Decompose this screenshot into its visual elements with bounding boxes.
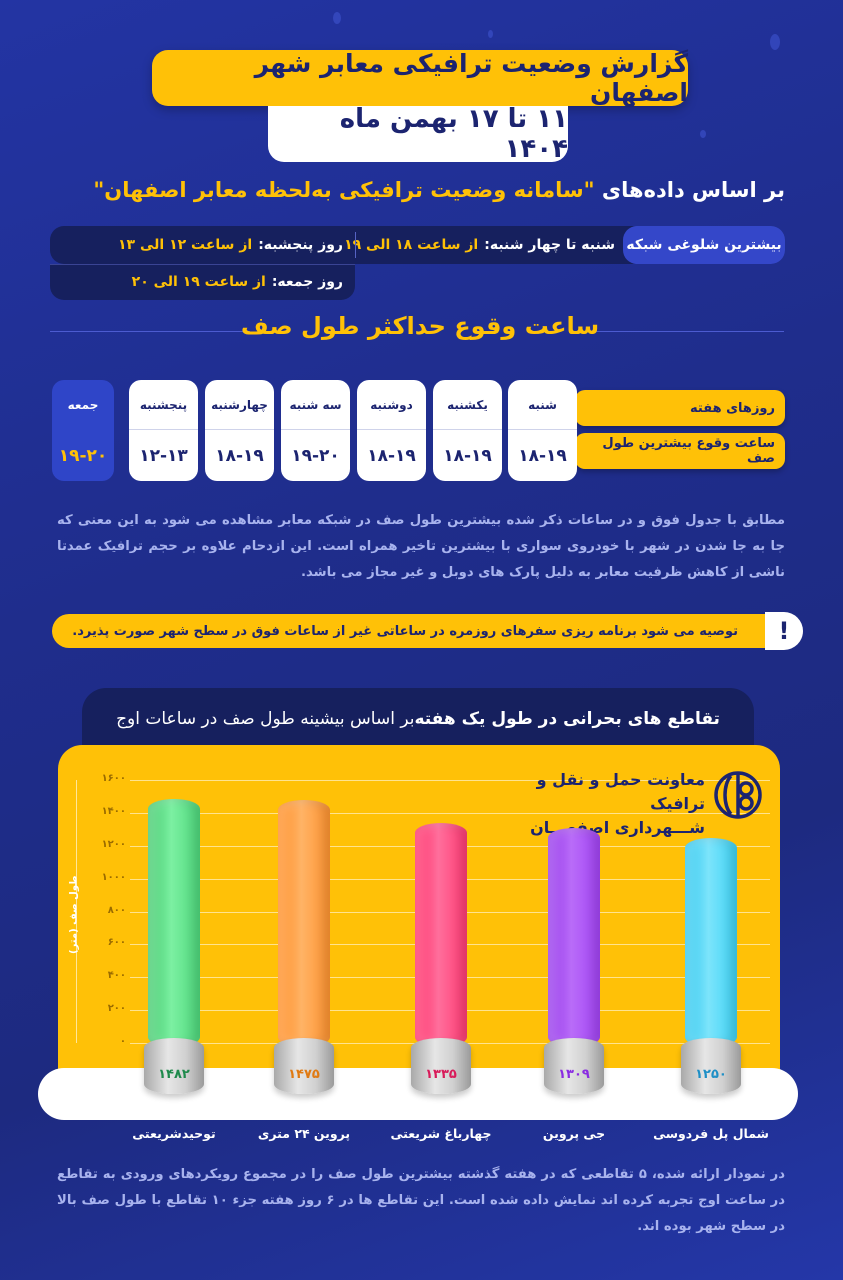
source-prefix: بر اساس داده‌های xyxy=(594,178,785,202)
day-card-thursday: پنجشنبه ۱۲-۱۳ xyxy=(129,380,198,481)
day-peak-hour: ۱۸-۱۹ xyxy=(443,445,492,466)
day-peak-hour: ۱۲-۱۳ xyxy=(139,445,188,466)
day-peak-hour: ۱۸-۱۹ xyxy=(518,445,567,466)
decor-dot xyxy=(488,30,493,38)
y-tick: ۲۰۰ xyxy=(107,1003,126,1014)
peak-info-row-friday xyxy=(50,264,355,300)
bar-value-label: ۱۴۸۲ xyxy=(158,1067,190,1082)
day-name: سه شنبه xyxy=(281,380,350,430)
y-tick: ۰ xyxy=(119,1036,126,1047)
decor-dot xyxy=(770,34,780,50)
logo-text: معاونت حمل و نقل و ترافیک شـــهرداری اصف… xyxy=(485,768,705,840)
chart-title-light: بر اساس بیشینه طول صف در ساعات اوج xyxy=(116,709,415,729)
grid-line xyxy=(130,780,770,781)
exclamation-icon: ! xyxy=(765,612,803,650)
y-tick: ۶۰۰ xyxy=(107,937,126,948)
bar-value-label: ۱۴۷۵ xyxy=(288,1067,320,1082)
peak-friday: روز جمعه: از ساعت ۱۹ الی ۲۰ xyxy=(132,264,343,300)
bar-chaharbagh-shariati xyxy=(415,823,467,1047)
date-range-banner: ۱۱ تا ۱۷ بهمن ماه ۱۴۰۴ xyxy=(268,104,568,164)
day-card-saturday: شنبه ۱۸-۱۹ xyxy=(508,380,577,481)
decor-dot xyxy=(333,12,341,24)
y-axis-label: طول صف (متر) xyxy=(68,875,80,955)
chart-title-bold: تقاطع های بحرانی در طول یک هفته xyxy=(414,709,720,729)
day-card-sunday: یکشنبه ۱۸-۱۹ xyxy=(433,380,502,481)
peak-thursday-label: روز پنجشبه: xyxy=(258,237,343,253)
day-card-friday: جمعه ۱۹-۲۰ xyxy=(52,380,114,481)
peak-friday-label: روز جمعه: xyxy=(271,274,343,290)
advice-text: توصیه می شود برنامه ریزی سفرهای روزمره د… xyxy=(72,623,738,639)
bar-value-label: ۱۲۵۰ xyxy=(695,1067,727,1082)
source-name: "سامانه وضعیت ترافیکی به‌لحظه معابر اصفه… xyxy=(93,178,595,202)
chart-footnote: در نمودار ارائه شده، ۵ تقاطعی که در هفته… xyxy=(57,1167,785,1234)
peak-sat-wed-value: از ساعت ۱۸ الی ۱۹ xyxy=(344,237,479,253)
bar-base: ۱۳۳۵ xyxy=(411,1038,471,1094)
peak-sat-wed: شنبه تا چهار شنبه: از ساعت ۱۸ الی ۱۹ xyxy=(344,226,615,264)
day-peak-hour: ۱۸-۱۹ xyxy=(367,445,416,466)
day-peak-hour: ۱۹-۲۰ xyxy=(58,445,108,466)
peak-divider xyxy=(355,232,356,258)
day-peak-hour: ۱۸-۱۹ xyxy=(215,445,264,466)
peak-friday-value: از ساعت ۱۹ الی ۲۰ xyxy=(131,274,266,290)
municipality-logo-icon xyxy=(713,770,763,820)
day-card-tuesday: سه شنبه ۱۹-۲۰ xyxy=(281,380,350,481)
day-card-wednesday: چهارشنبه ۱۸-۱۹ xyxy=(205,380,274,481)
day-name: شنبه xyxy=(508,380,577,430)
bar-parvin-24 xyxy=(278,800,330,1047)
table-title: ساعت وقوع حداکثر طول صف xyxy=(240,312,600,340)
day-peak-hour: ۱۹-۲۰ xyxy=(291,445,340,466)
peak-sat-wed-label: شنبه تا چهار شنبه: xyxy=(484,237,615,253)
report-title-banner: گزارش وضعیت ترافیکی معابر شهر اصفهان xyxy=(152,49,688,107)
x-label: جی پروین xyxy=(542,1126,606,1141)
bar-base: ۱۲۵۰ xyxy=(681,1038,741,1094)
chart-title: تقاطع های بحرانی در طول یک هفته بر اساس … xyxy=(82,688,754,750)
y-tick: ۴۰۰ xyxy=(107,970,126,981)
x-label: پروین ۲۴ متری xyxy=(257,1126,351,1141)
date-range: ۱۱ تا ۱۷ بهمن ماه ۱۴۰۴ xyxy=(339,104,568,164)
decor-dot xyxy=(700,130,706,138)
bar-j-parvin xyxy=(548,828,600,1047)
y-axis-line xyxy=(76,780,77,1043)
bar-base: ۱۴۸۲ xyxy=(144,1038,204,1094)
grid-line xyxy=(130,813,770,814)
y-tick: ۱۰۰۰ xyxy=(101,872,126,883)
section-divider-right xyxy=(594,331,784,332)
x-label: چهارباغ شریعتی xyxy=(390,1126,492,1141)
bar-value-label: ۱۳۰۹ xyxy=(558,1067,590,1082)
y-tick: ۱۴۰۰ xyxy=(101,806,126,817)
day-name: پنجشنبه xyxy=(129,380,198,430)
y-tick: ۸۰۰ xyxy=(107,905,126,916)
day-card-monday: دوشنبه ۱۸-۱۹ xyxy=(357,380,426,481)
section-divider-left xyxy=(50,331,250,332)
report-title: گزارش وضعیت ترافیکی معابر شهر اصفهان xyxy=(254,49,688,107)
peak-thursday-value: از ساعت ۱۲ الی ۱۳ xyxy=(118,237,253,253)
y-tick: ۱۲۰۰ xyxy=(101,839,126,850)
bar-base: ۱۳۰۹ xyxy=(544,1038,604,1094)
bar-tohid-shariati xyxy=(148,799,200,1047)
day-name: جمعه xyxy=(52,380,114,430)
data-source-subtitle: بر اساس داده‌های "سامانه وضعیت ترافیکی ب… xyxy=(45,178,785,202)
peak-badge: بیشترین شلوغی شبکه xyxy=(623,226,785,264)
row-label-hours: ساعت وقوع بیشترین طول صف xyxy=(575,433,785,469)
x-label: توحیدشریعتی xyxy=(132,1126,216,1141)
y-tick: ۱۶۰۰ xyxy=(101,773,126,784)
bar-base: ۱۴۷۵ xyxy=(274,1038,334,1094)
day-name: چهارشنبه xyxy=(205,380,274,430)
bar-value-label: ۱۳۳۵ xyxy=(425,1067,457,1082)
row-label-days: روزهای هفته xyxy=(575,390,785,426)
explanation-paragraph: مطابق با جدول فوق و در ساعات ذکر شده بیش… xyxy=(57,513,785,580)
day-name: یکشنبه xyxy=(433,380,502,430)
bar-north-ferdowsi-bridge xyxy=(685,838,737,1047)
peak-thursday: روز پنجشبه: از ساعت ۱۲ الی ۱۳ xyxy=(118,226,343,264)
x-label: شمال پل فردوسی xyxy=(653,1126,769,1141)
day-name: دوشنبه xyxy=(357,380,426,430)
advice-banner: توصیه می شود برنامه ریزی سفرهای روزمره د… xyxy=(52,614,782,648)
logo-line1: معاونت حمل و نقل و ترافیک xyxy=(536,770,705,813)
